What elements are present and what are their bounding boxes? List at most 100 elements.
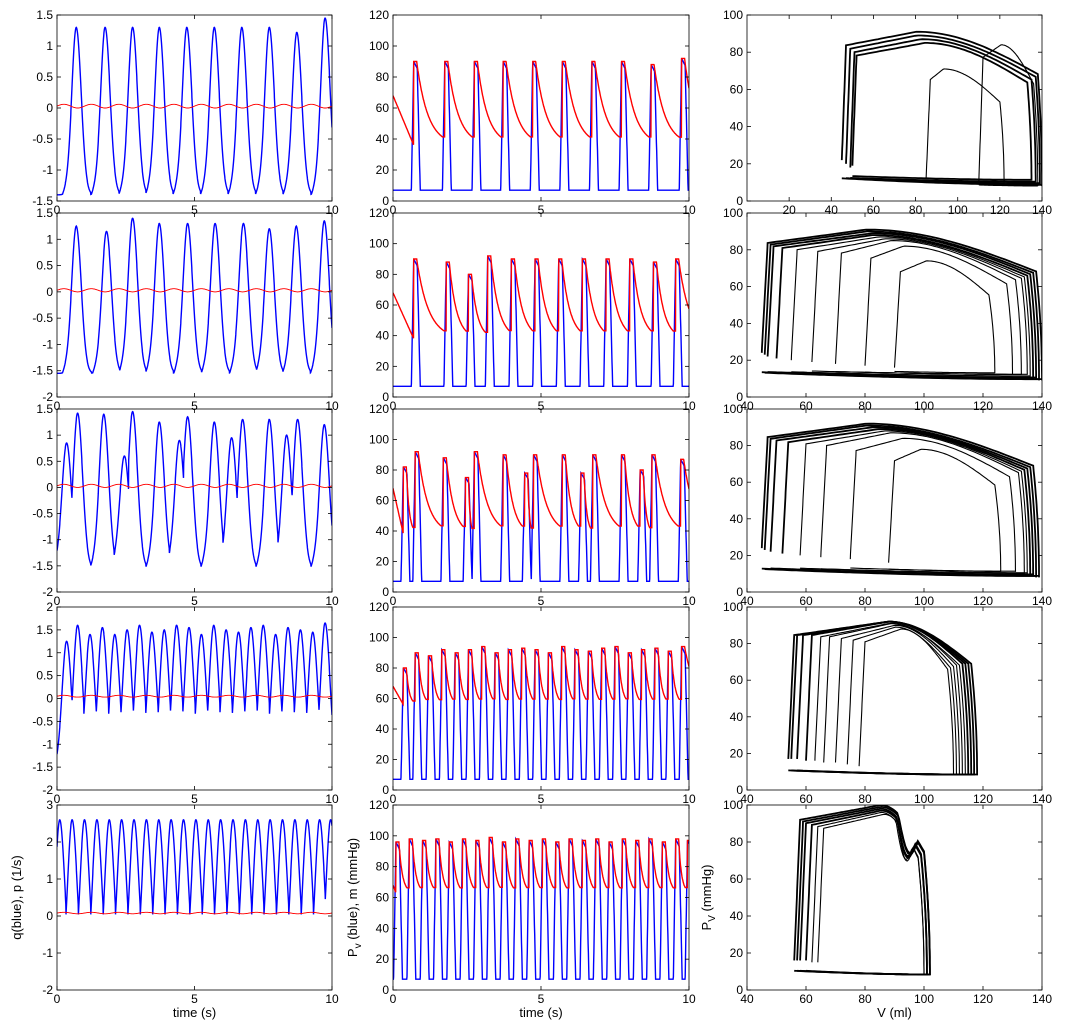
pv-loop [775,234,1035,379]
y-tick-label: 0 [46,692,53,706]
y-tick-label: 80 [730,243,744,257]
x-tick-label: 10 [682,399,696,413]
x-tick-label: 5 [191,399,198,413]
x-tick-label: 10 [325,992,339,1006]
y-tick-label: -1 [42,163,53,177]
pv-loop [766,232,1037,379]
x-tick-label: 10 [682,992,696,1006]
panel-r3c0: 0 5 10 -2 -1.5 -1 -0.5 0 0.5 1 1.5 2 [32,600,339,806]
x-tick-label: 80 [858,992,872,1006]
y-tick-label: -1.5 [32,760,53,774]
plot-area [57,217,332,375]
plot-area [393,836,689,980]
plot-area [760,228,1042,381]
pv-loop [840,30,1042,187]
y-tick-label: 100 [369,631,389,645]
y-tick-label: 1 [46,646,53,660]
x-tick-label: 120 [990,203,1010,217]
series-line-blue [393,646,689,780]
x-tick-label: 80 [909,203,923,217]
y-axis-label-subscript: v [353,943,364,948]
y-tick-label: 60 [376,891,390,905]
y-tick-label: 0 [382,390,389,404]
series-line-blue [393,836,689,980]
y-tick-label: 40 [730,710,744,724]
y-tick-label: 80 [730,637,744,651]
y-tick-label: -0.5 [32,507,53,521]
plot-area [57,410,332,567]
y-axis-label: Pv (blue), m (mmHg) [345,838,364,957]
y-axis-label-main: P [345,948,360,957]
y-tick-label: 2 [46,600,53,614]
x-tick-label: 80 [858,399,872,413]
y-tick-label: 80 [376,463,390,477]
series-line-red [57,103,332,109]
y-tick-label: 100 [723,402,743,416]
pv-loop [805,809,928,976]
x-axis-label: V (ml) [877,1005,912,1020]
y-axis-label: PV (mmHg) [699,865,718,931]
axes-box [746,14,1043,202]
x-tick-label: 5 [538,399,545,413]
y-tick-label: 0 [46,480,53,494]
y-tick-label: 0 [736,983,743,997]
y-axis-label-rest: (mmHg) [699,865,714,916]
x-tick-label: 0 [390,399,397,413]
series-line-blue [393,58,689,191]
x-tick-label: 40 [740,399,754,413]
plot-area [393,57,689,191]
x-tick-label: 100 [914,594,934,608]
series-line-blue [393,451,689,582]
x-tick-label: 100 [914,399,934,413]
y-tick-label: 0 [736,585,743,599]
pv-loop [799,807,928,976]
series-line-red [57,288,332,293]
plot-area [787,620,978,776]
y-tick-label: 1.5 [36,206,53,220]
y-tick-label: 120 [369,402,389,416]
series-line-red [393,451,689,534]
y-tick-label: -1.5 [32,559,53,573]
y-tick-label: 0 [736,194,743,208]
x-tick-label: 140 [1032,399,1052,413]
x-tick-label: 140 [1032,594,1052,608]
pv-loop [849,437,1017,572]
plot-area [393,255,689,387]
x-tick-label: 0 [54,792,61,806]
y-tick-label: 100 [723,798,743,812]
y-tick-label: 20 [376,555,390,569]
pv-loop [864,245,1014,376]
axes-box [746,408,1043,593]
series-line-blue [393,255,689,387]
pv-loop [888,448,1002,572]
panel-r2c2: 40 60 80 100 120 140 0 20 40 60 80 100 [723,402,1052,608]
y-tick-label: 20 [730,946,744,960]
x-tick-label: 10 [682,203,696,217]
pv-loop [811,811,925,976]
y-axis-label-subscript: V [707,915,718,922]
y-tick-label: -2 [42,390,53,404]
y-tick-label: 0 [382,783,389,797]
x-tick-label: 120 [973,399,993,413]
y-tick-label: -1 [42,946,53,960]
plot-area [57,622,332,755]
y-tick-label: 0.5 [36,669,53,683]
series-line-red [393,645,689,707]
pv-loop [787,620,978,776]
series-line-red [57,483,332,488]
y-tick-label: 80 [730,439,744,453]
x-tick-label: 60 [799,792,813,806]
y-tick-label: 40 [376,329,390,343]
y-tick-label: 20 [376,753,390,767]
x-tick-label: 40 [740,792,754,806]
y-tick-label: 40 [376,921,390,935]
pv-loop [781,428,1032,576]
y-tick-label: 40 [376,524,390,538]
axes-box [746,606,1043,791]
y-tick-label: 120 [369,8,389,22]
x-tick-label: 60 [799,399,813,413]
